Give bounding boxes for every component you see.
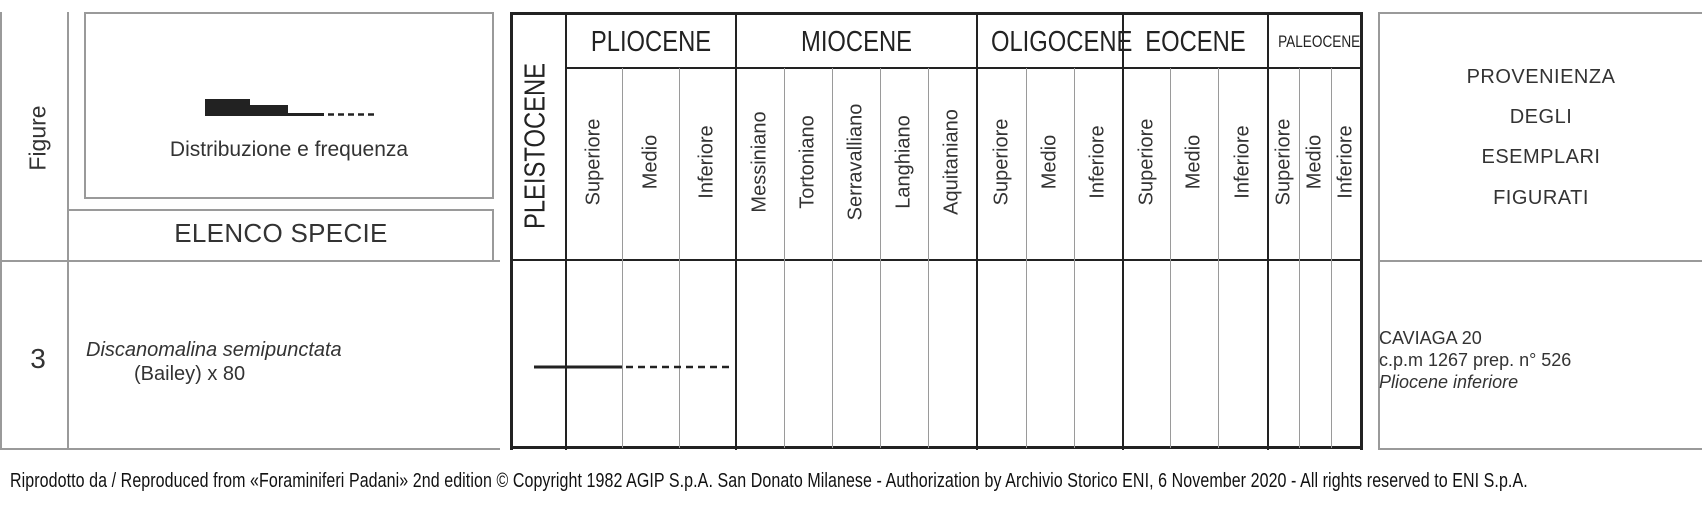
oligocene-eocene-separator xyxy=(1122,12,1124,450)
legend-box-right xyxy=(492,12,494,198)
provenance-line-2: DEGLI xyxy=(1509,106,1573,128)
table-right-border xyxy=(1360,12,1363,450)
stage-separator xyxy=(622,68,623,448)
legend-box-bottom xyxy=(84,197,494,199)
bottom-border-left xyxy=(0,448,500,450)
stage-separator xyxy=(1299,68,1300,448)
source-well: CAVIAGA 20 xyxy=(1379,328,1482,348)
legend-box-top xyxy=(84,12,494,14)
species-distribution-line xyxy=(534,365,734,369)
epoch-oligocene: OLIGOCENE xyxy=(990,26,1133,58)
stage-separator xyxy=(679,68,680,448)
elenco-box-right xyxy=(492,209,494,261)
figure-column-divider xyxy=(67,12,69,450)
species-author: (Bailey) x 80 xyxy=(134,363,246,385)
species-list-label: ELENCO SPECIE xyxy=(174,218,388,248)
stage-separator xyxy=(784,68,785,448)
table-top-border xyxy=(510,12,1363,15)
copyright-footer: Riprodotto da / Reproduced from «Foramin… xyxy=(10,470,1528,492)
stage-separator xyxy=(928,68,929,448)
pleistocene-separator xyxy=(565,12,567,450)
provenance-line-1: PROVENIENZA xyxy=(1466,66,1616,88)
legend-caption: Distribuzione e frequenza xyxy=(169,138,409,161)
source-sample: c.p.m 1267 prep. n° 526 xyxy=(1379,350,1572,370)
figure-number: 3 xyxy=(30,343,46,374)
epoch-eocene: EOCENE xyxy=(1145,26,1246,58)
stage-separator xyxy=(1074,68,1075,448)
species-name: Discanomalina semipunctata xyxy=(86,339,342,361)
table-left-border xyxy=(510,12,513,450)
epoch-miocene: MIOCENE xyxy=(801,26,912,58)
right-box-bottom xyxy=(1378,448,1702,450)
stage-separator xyxy=(1331,68,1332,448)
legend-box-left xyxy=(84,12,86,198)
left-border xyxy=(0,12,2,450)
header-row-divider-left xyxy=(0,260,500,262)
provenance-line-4: FIGURATI xyxy=(1493,187,1589,209)
right-box-divider xyxy=(1378,260,1702,262)
epoch-paleocene: PALEOCENE xyxy=(1278,32,1361,51)
epoch-pliocene: PLIOCENE xyxy=(590,26,712,58)
eocene-paleocene-separator xyxy=(1267,12,1269,450)
elenco-box-top xyxy=(68,209,494,211)
pliocene-miocene-separator xyxy=(735,12,737,450)
stage-separator xyxy=(880,68,881,448)
source-age: Pliocene inferiore xyxy=(1379,372,1519,392)
miocene-oligocene-separator xyxy=(976,12,978,450)
stage-separator xyxy=(1026,68,1027,448)
header-row-divider xyxy=(510,259,1363,261)
right-box-top xyxy=(1378,12,1702,14)
stage-separator xyxy=(1170,68,1171,448)
provenance-line-3: ESEMPLARI xyxy=(1481,146,1601,168)
epoch-row-divider xyxy=(565,67,1363,69)
stage-separator xyxy=(1218,68,1219,448)
stage-separator xyxy=(832,68,833,448)
right-box-left xyxy=(1378,12,1380,450)
table-bottom-border xyxy=(510,446,1363,449)
distribution-legend-symbol xyxy=(205,99,375,116)
